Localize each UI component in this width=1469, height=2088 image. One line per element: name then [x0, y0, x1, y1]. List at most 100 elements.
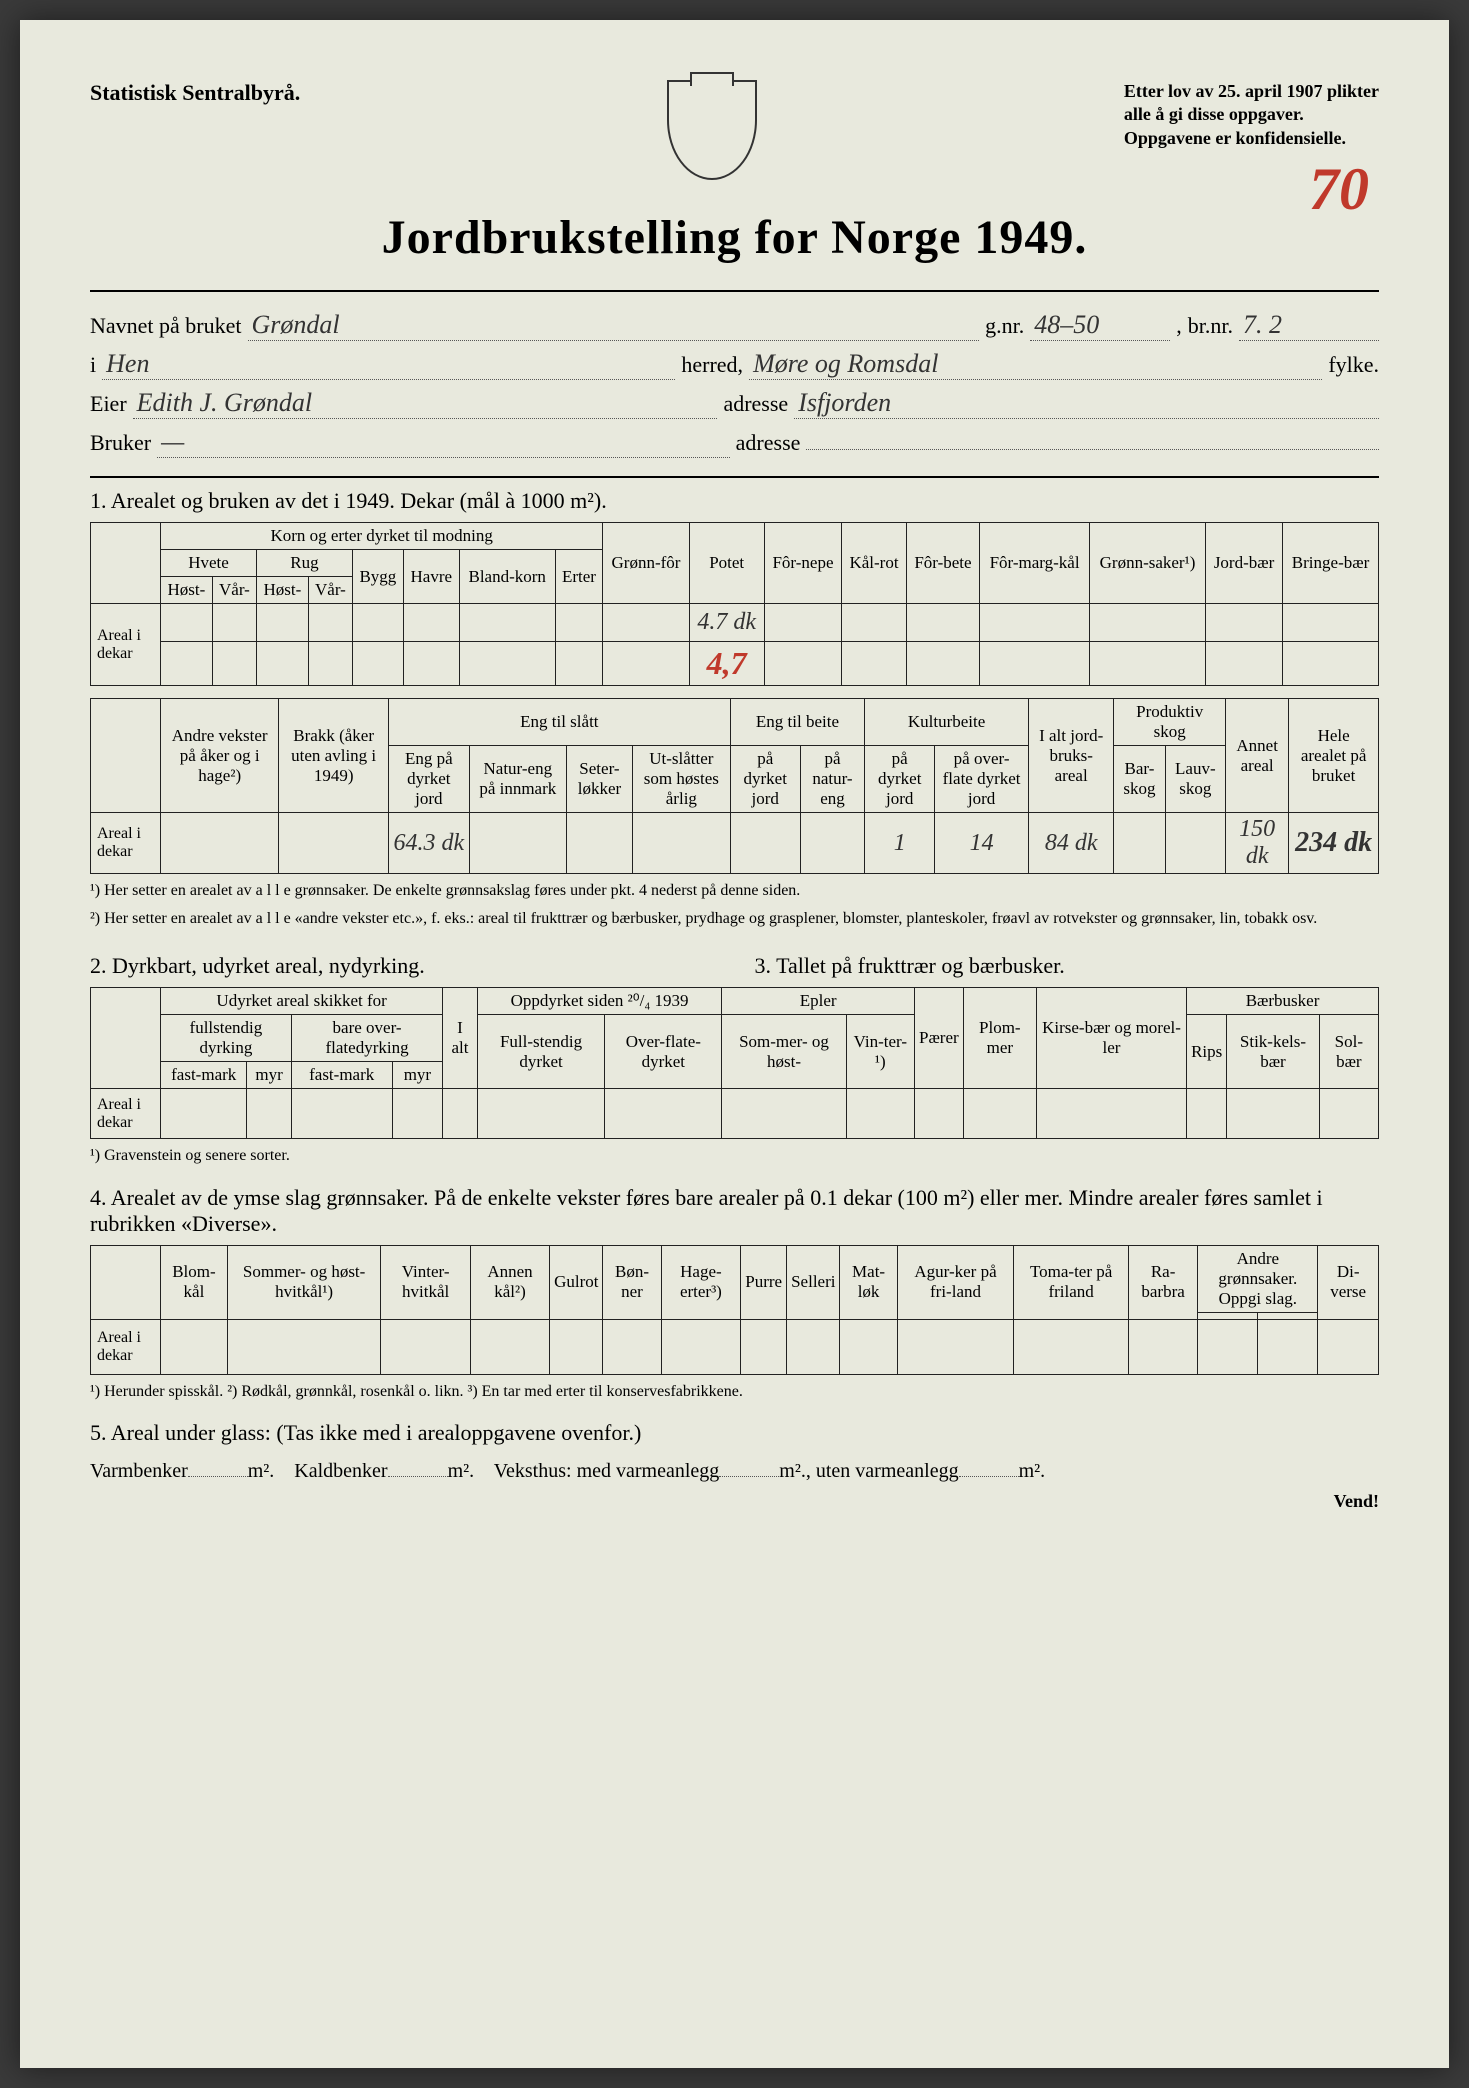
th-natur-innmark: Natur-eng på innmark [469, 746, 566, 813]
th-2-ialt: I alt [443, 988, 478, 1089]
label-herred: herred, [681, 352, 743, 378]
th-purre: Purre [741, 1245, 787, 1319]
th-eng-slatt: Eng til slått [388, 699, 730, 746]
footnote-1-1: ¹) Her setter en arealet av a l l e grøn… [90, 880, 1379, 902]
th-vinterhvitkal: Vinter-hvitkål [381, 1245, 471, 1319]
legal-line-1: Etter lov av 25. april 1907 plikter [1124, 80, 1379, 103]
red-page-number: 70 [1309, 150, 1369, 228]
th-opp-full: Full-stendig dyrket [477, 1015, 605, 1089]
label-eier: Eier [90, 391, 127, 417]
th-barskog: Bar-skog [1114, 746, 1165, 813]
cell-ialt: 84 dk [1028, 813, 1113, 874]
th-udyrket: Udyrket areal skikket for [161, 988, 443, 1015]
th-rips: Rips [1187, 1015, 1227, 1089]
label-adresse2: adresse [736, 430, 801, 456]
th-full-myr: myr [247, 1062, 291, 1089]
th-epler: Epler [722, 988, 915, 1015]
section-3-title: 3. Tallet på frukttrær og bærbusker. [755, 953, 1380, 979]
s5-m2-2: m². [448, 1460, 475, 1482]
th-rug-host: Høst- [256, 577, 308, 604]
cell-potet-hand: 4.7 dk [689, 604, 764, 642]
th-paerer: Pærer [915, 988, 964, 1089]
s5-m2-4: m². [1019, 1460, 1046, 1482]
th-plommer: Plom-mer [963, 988, 1036, 1089]
th-bygg: Bygg [352, 550, 403, 604]
th-seter: Seter-løkker [566, 746, 632, 813]
th-ialt: I alt jord-bruks-areal [1028, 699, 1113, 813]
th-rug-var: Vår- [308, 577, 352, 604]
th-kultur: Kulturbeite [865, 699, 1029, 746]
th-hele: Hele arealet på bruket [1289, 699, 1379, 813]
label-brnr: br.nr. [1188, 313, 1233, 339]
th-andre-l2: Oppgi slag. [1202, 1289, 1313, 1309]
section-5-title: 5. Areal under glass: (Tas ikke med i ar… [90, 1420, 1379, 1446]
th-eng-dyrket: Eng på dyrket jord [388, 746, 469, 813]
th-bonner: Bøn-ner [603, 1245, 661, 1319]
th-solbaer: Sol-bær [1319, 1015, 1378, 1089]
row-label-23: Areal i dekar [91, 1089, 161, 1139]
th-annenkal: Annen kål²) [470, 1245, 549, 1319]
th-forbete: Fôr-bete [906, 523, 979, 604]
table-1a: Korn og erter dyrket til modning Grønn-f… [90, 522, 1379, 686]
vend-label: Vend! [90, 1491, 1379, 1512]
label-i: i [90, 352, 96, 378]
th-sommerhvitkal: Sommer- og høst-hvitkål¹) [227, 1245, 381, 1319]
section-4-title: 4. Arealet av de ymse slag grønnsaker. P… [90, 1185, 1379, 1237]
th-rug: Rug [256, 550, 352, 577]
th-hvete: Hvete [161, 550, 257, 577]
section-1-title: 1. Arealet og bruken av det i 1949. Deka… [90, 476, 1379, 514]
th-eple-sommer: Som-mer- og høst- [722, 1015, 846, 1089]
field-i: Hen [102, 349, 675, 380]
cell-potet-red: 4,7 [689, 642, 764, 686]
field-gnr: 48–50 [1030, 310, 1170, 341]
field-eier: Edith J. Grøndal [133, 388, 718, 419]
th-agurk: Agur-ker på fri-land [897, 1245, 1014, 1319]
th-andre-l1: Andre grønnsaker. [1202, 1249, 1313, 1289]
th-eple-vinter: Vin-ter-¹) [846, 1015, 914, 1089]
th-tomat: Toma-ter på friland [1014, 1245, 1128, 1319]
th-rabarbra: Ra-barbra [1128, 1245, 1197, 1319]
label-fylke: fylke. [1328, 352, 1379, 378]
th-gulrot: Gulrot [550, 1245, 603, 1319]
th-bare-myr: myr [392, 1062, 443, 1089]
table-4: Blom-kål Sommer- og høst-hvitkål¹) Vinte… [90, 1245, 1379, 1375]
th-matlok: Mat-løk [840, 1245, 897, 1319]
th-kalrot: Kål-rot [842, 523, 906, 604]
footnote-1-2: ²) Her setter en arealet av a l l e «and… [90, 908, 1379, 930]
th-andre: Andre vekster på åker og i hage²) [161, 699, 279, 813]
field-herred: Møre og Romsdal [749, 349, 1322, 380]
th-bare-fast: fast-mark [291, 1062, 392, 1089]
th-erter: Erter [555, 550, 603, 604]
th-andre-group: Andre grønnsaker. Oppgi slag. [1198, 1245, 1318, 1312]
s5-m2-1: m². [248, 1460, 275, 1482]
th-beite-dyrket: på dyrket jord [730, 746, 800, 813]
cell-hele: 234 dk [1289, 813, 1379, 874]
th-beite-natur: på natur-eng [800, 746, 864, 813]
th-opp-flate: Over-flate-dyrket [605, 1015, 722, 1089]
th-hvete-host: Høst- [161, 577, 213, 604]
field-navn: Grøndal [248, 310, 980, 341]
table-2-3: Udyrket areal skikket for I alt Oppdyrke… [90, 987, 1379, 1139]
th-annet: Annet areal [1226, 699, 1289, 813]
th-bringebaer: Bringe-bær [1283, 523, 1379, 604]
th-brakk: Brakk (åker uten avling i 1949) [279, 699, 389, 813]
th-lauvskog: Lauv-skog [1165, 746, 1225, 813]
s5-m2-3: m². [779, 1460, 806, 1482]
th-gronnfor: Grønn-fôr [603, 523, 689, 604]
cell-eng-dyrket: 64.3 dk [388, 813, 469, 874]
table-1b: Andre vekster på åker og i hage²) Brakk … [90, 698, 1379, 874]
th-kirse: Kirse-bær og morel-ler [1036, 988, 1186, 1089]
th-diverse: Di-verse [1318, 1245, 1379, 1319]
s5-uten: uten varmeanlegg [816, 1460, 959, 1482]
th-kultur-dyrket: på dyrket jord [865, 746, 935, 813]
section-5-line: Varmbenkerm². Kaldbenkerm². Veksthus: me… [90, 1460, 1379, 1483]
th-korn-group: Korn og erter dyrket til modning [161, 523, 603, 550]
legal-line-3: Oppgavene er konfidensielle. [1124, 127, 1379, 150]
th-gronnsaker: Grønn-saker¹) [1089, 523, 1205, 604]
th-oppdyrket: Oppdyrket siden ²⁰/₄ 1939 [477, 988, 722, 1015]
field-bruker: — [157, 427, 730, 458]
th-havre: Havre [403, 550, 459, 604]
s5-kald: Kaldbenker [294, 1460, 387, 1482]
th-selleri: Selleri [787, 1245, 840, 1319]
row-label-1a: Areal i dekar [91, 604, 161, 686]
